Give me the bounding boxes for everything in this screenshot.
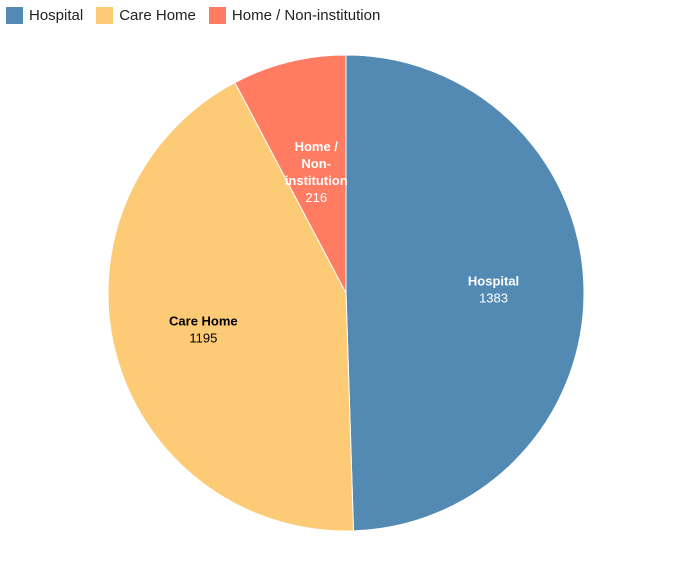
slice-label-hospital: Hospital 1383	[468, 274, 519, 306]
pie-slice-hospital[interactable]	[345, 54, 585, 532]
slice-label-care-home: Care Home 1195	[169, 314, 238, 346]
slice-label-home-non-institution: Home / Non-institution 216	[285, 139, 348, 205]
legend-item-hospital[interactable]: Hospital	[6, 6, 84, 24]
slice-name-home-non-institution-line-1: Non-	[301, 156, 331, 171]
slice-name-home-non-institution-line-0: Home /	[295, 139, 339, 154]
slice-value-hospital: 1383	[479, 291, 508, 306]
legend-label-care-home: Care Home	[119, 6, 196, 24]
legend-swatch-care-home	[96, 6, 114, 24]
pie-slice-care-home[interactable]	[107, 81, 355, 532]
legend-swatch-hospital	[6, 6, 23, 24]
pie-slice-home-non-institution[interactable]	[234, 54, 347, 294]
legend-item-care-home[interactable]: Care Home	[96, 6, 196, 24]
slice-name-hospital-line-0: Hospital	[468, 274, 519, 289]
chart-legend: Hospital Care Home Home / Non-institutio…	[6, 5, 393, 25]
legend-swatch-home-non-institution	[208, 6, 226, 24]
slice-name-home-non-institution-line-2: institution	[285, 173, 348, 188]
legend-label-home-non-institution: Home / Non-institution	[231, 6, 381, 24]
slice-value-care-home: 1195	[189, 331, 217, 346]
legend-label-hospital: Hospital	[29, 6, 84, 24]
slice-name-care-home-line-0: Care Home	[169, 314, 238, 329]
slice-value-home-non-institution: 216	[305, 190, 327, 205]
legend-item-home-non-institution[interactable]: Home / Non-institution	[208, 6, 381, 24]
